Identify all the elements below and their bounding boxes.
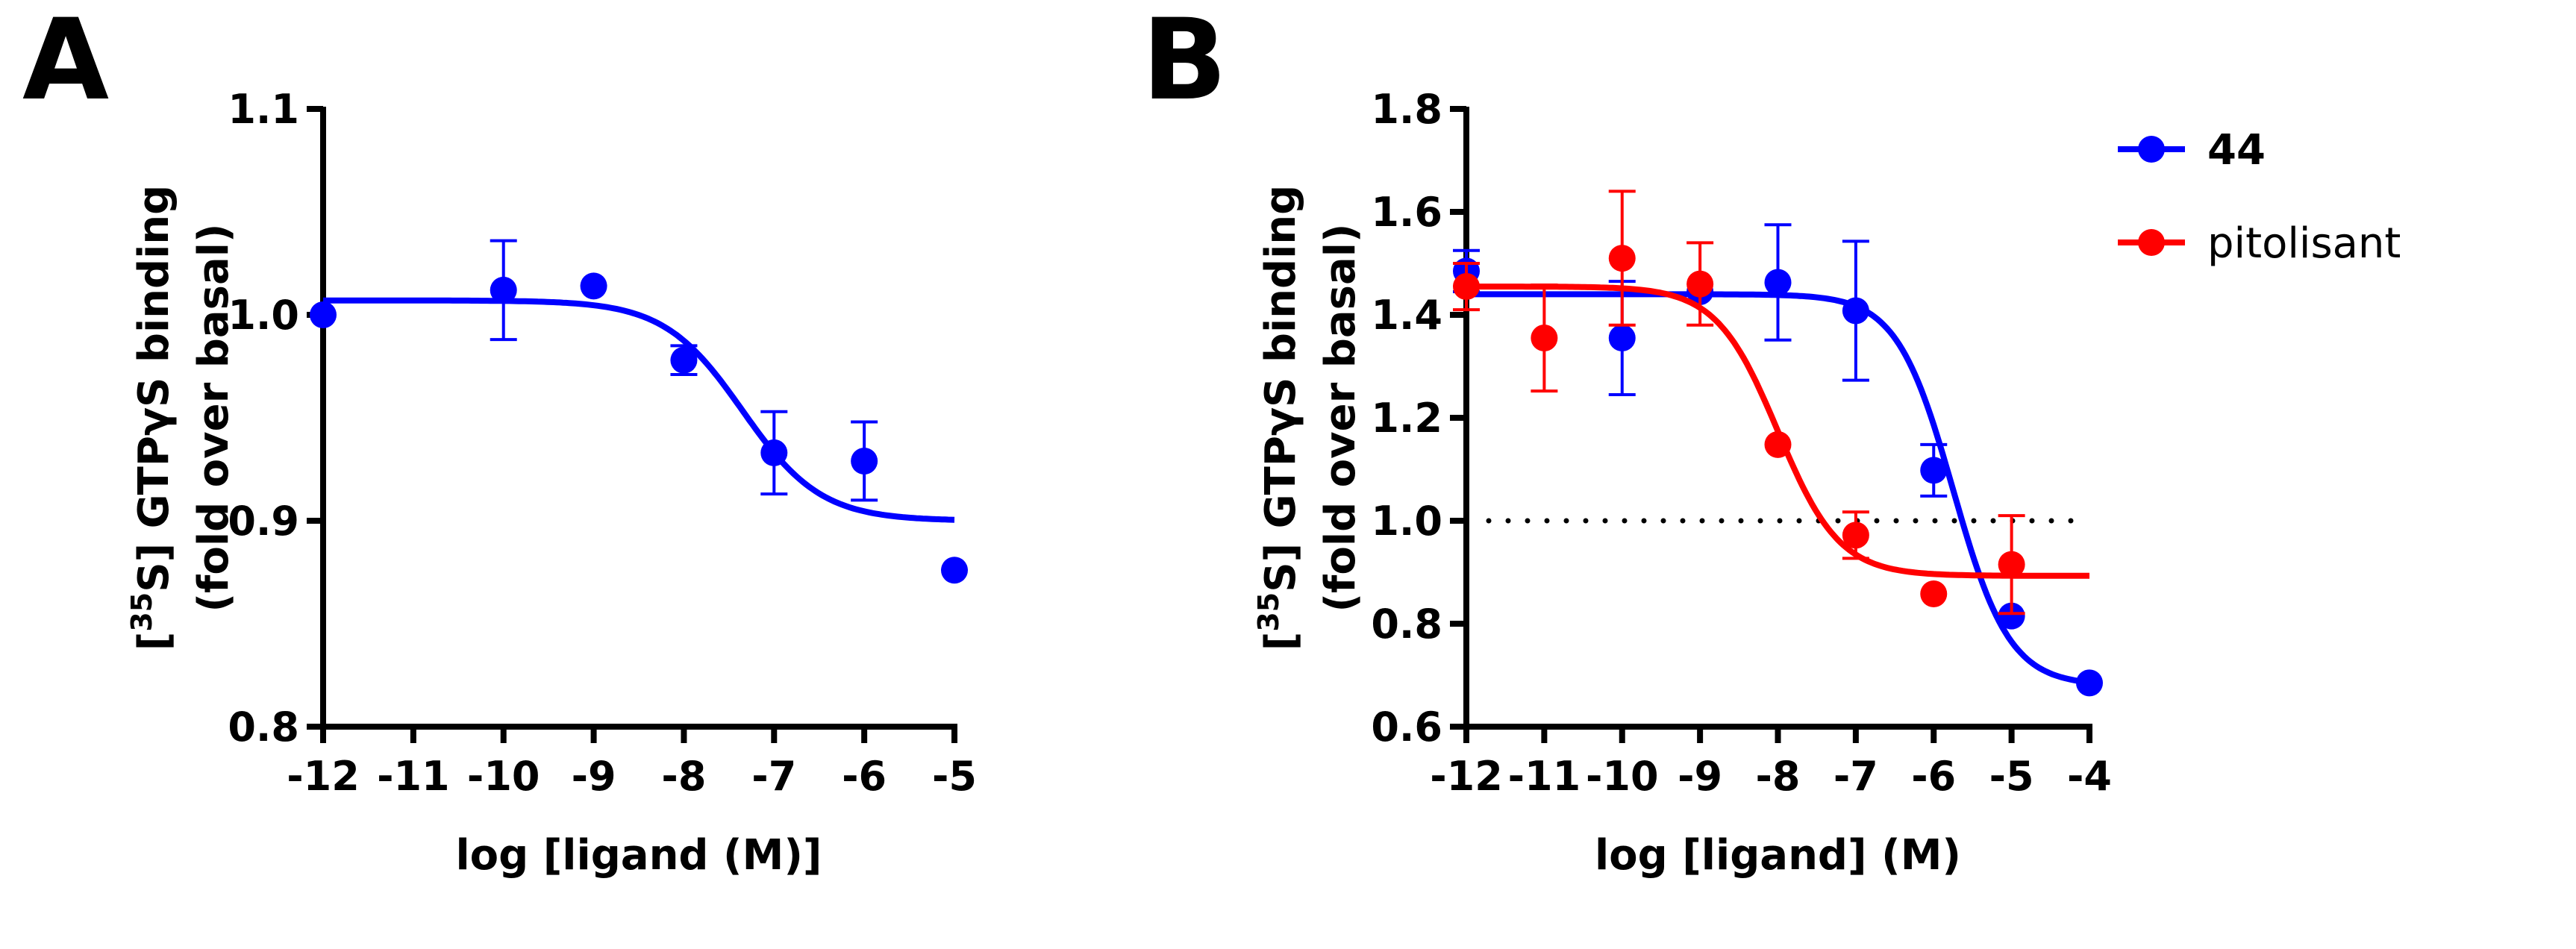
data-point [1842, 522, 1869, 549]
y-tick-label: 0.8 [228, 704, 299, 751]
panel-b: B0.60.81.01.21.41.61.8-12 -11 -10 -9 -8 -7 -6-… [1142, 0, 2401, 880]
legend-label: 44 [2207, 126, 2266, 175]
y-tick-label: 0.9 [228, 498, 299, 545]
x-tick-label: -8 [661, 753, 706, 800]
series-44 [1453, 223, 2103, 697]
x-tick-label: -10 [1586, 753, 1659, 800]
y-label-rest: S] GTPγS binding [1257, 185, 1305, 592]
legend-item: 44 [2118, 126, 2266, 175]
data-point [580, 272, 607, 300]
data-point [851, 447, 878, 474]
x-tick-label: -11 [1508, 753, 1581, 800]
data-point [1842, 297, 1869, 325]
data-point [1608, 245, 1636, 272]
x-tick-label: -5 [1989, 753, 2034, 800]
x-tick-label: -6 [1911, 753, 1956, 800]
y-tick-label: 1.1 [228, 86, 299, 133]
x-tick-label: -6 [842, 753, 887, 800]
y-tick-label: 1.4 [1371, 292, 1442, 339]
y-tick-label: 0.6 [1371, 704, 1442, 751]
legend-marker [2138, 229, 2165, 256]
data-point [1920, 580, 1948, 607]
data-point [941, 557, 968, 584]
data-point [2076, 669, 2103, 697]
series-44 [310, 239, 968, 584]
y-label-rest: S] GTPγS binding [130, 185, 178, 592]
x-tick-label: -10 [467, 753, 540, 800]
x-tick-label: -7 [751, 753, 796, 800]
panel-label: B [1142, 0, 1227, 125]
y-tick-label: 0.8 [1371, 601, 1442, 648]
x-tick-label: -12 [1430, 753, 1503, 800]
data-point [1608, 325, 1636, 352]
y-axis-label: [35S] GTPγS binding [1252, 185, 1305, 651]
data-point [1686, 270, 1714, 298]
x-axis-label: log [ligand (M)] [455, 831, 822, 880]
y-label-superscript: 35 [1252, 592, 1285, 632]
y-tick-label: 1.8 [1371, 86, 1442, 133]
series-pitolisant [1453, 190, 2089, 616]
y-label-prefix: [ [1257, 632, 1305, 651]
data-point [1998, 602, 2025, 630]
data-point [1920, 457, 1948, 484]
data-point [1764, 430, 1792, 458]
data-point [1764, 269, 1792, 296]
x-tick-label: -5 [932, 753, 977, 800]
y-axis-label-line2: (fold over basal) [1316, 223, 1365, 612]
y-tick-label: 1.2 [1371, 395, 1442, 442]
y-axis-label-line2: (fold over basal) [190, 223, 238, 612]
x-tick-label: -8 [1756, 753, 1801, 800]
legend-label: pitolisant [2207, 219, 2401, 268]
x-axis-label: log [ligand] (M) [1595, 831, 1961, 880]
x-tick-label: -7 [1833, 753, 1878, 800]
legend-marker [2138, 136, 2165, 163]
panel-a: A 0.8 0.9 1.0 1.1 -12 -11 -10 -9 -8 -7 -6 -5 log [lig… [22, 0, 977, 880]
y-label-prefix: [ [130, 632, 178, 651]
x-tick-label: -9 [1678, 753, 1722, 800]
data-point [310, 301, 337, 328]
data-point [1998, 551, 2025, 578]
data-point [490, 276, 517, 304]
y-axis-label: [35S] GTPγS binding [125, 185, 178, 651]
x-tick-label: -4 [2067, 753, 2112, 800]
data-point [1453, 273, 1480, 301]
y-tick-label: 1.6 [1371, 189, 1442, 236]
x-tick-label: -12 [287, 753, 360, 800]
x-tick-label: -9 [572, 753, 616, 800]
y-tick-label: 1.0 [228, 292, 299, 339]
y-tick-label: 1.0 [1371, 498, 1442, 545]
data-point [1531, 325, 1558, 352]
legend-item: pitolisant [2118, 219, 2401, 268]
data-point [670, 346, 698, 374]
y-label-superscript: 35 [125, 592, 158, 632]
x-tick-label: -11 [377, 753, 450, 800]
fit-curve [323, 297, 955, 523]
fit-curve [1466, 291, 2090, 686]
data-point [760, 439, 788, 466]
panel-label: A [22, 0, 109, 125]
